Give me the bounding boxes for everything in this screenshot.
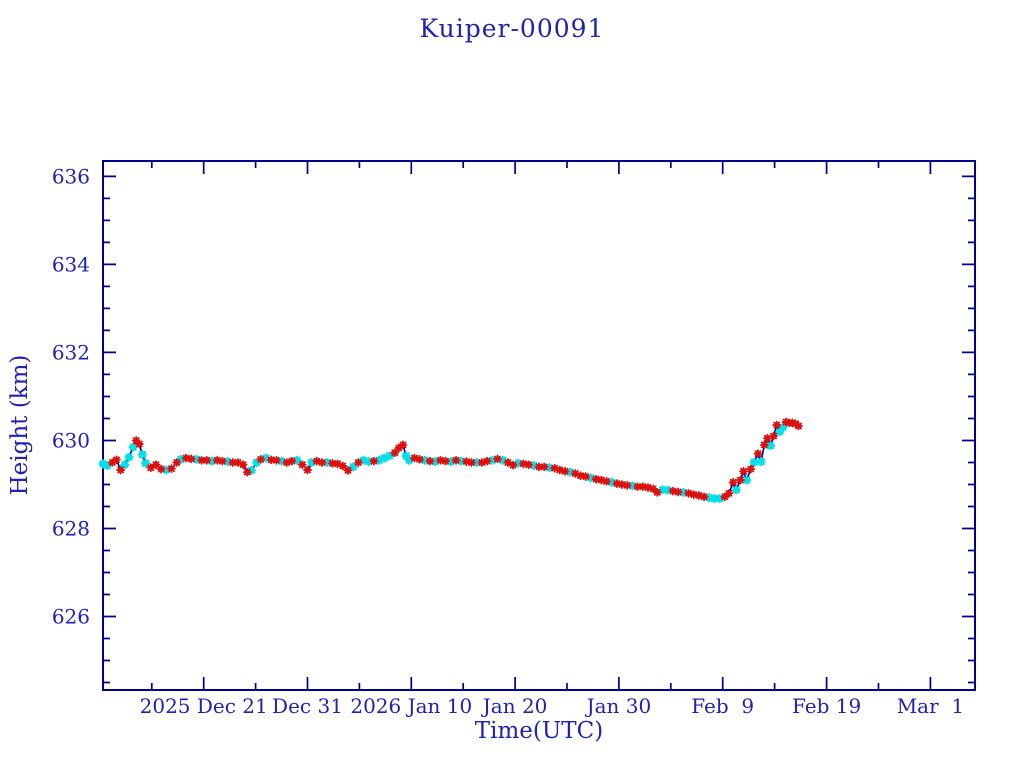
data-markers-cyan xyxy=(98,422,788,504)
x-tick-label: Feb 19 xyxy=(792,694,861,718)
y-tick-label: 636 xyxy=(52,164,90,188)
data-markers-red xyxy=(107,417,803,502)
x-tick-label: Feb 9 xyxy=(691,694,754,718)
x-tick-label: 2025 Dec 21 xyxy=(140,694,268,718)
x-tick-label: Mar 1 xyxy=(897,694,964,718)
chart-title: Kuiper-00091 xyxy=(419,14,605,43)
x-tick-label: Jan 20 xyxy=(481,694,548,718)
y-tick-label: 632 xyxy=(52,340,90,364)
y-tick-label: 626 xyxy=(52,605,90,629)
axis-ticks xyxy=(103,161,975,690)
y-tick-label: 630 xyxy=(52,429,90,453)
x-tick-label: 2026 Jan 10 xyxy=(350,694,472,718)
x-tick-label: Dec 31 xyxy=(272,694,343,718)
y-axis-label: Height (km) xyxy=(7,354,33,496)
plot-border xyxy=(102,160,976,691)
x-tick-label: Jan 30 xyxy=(585,694,652,718)
y-tick-label: 628 xyxy=(52,517,90,541)
x-axis-label: Time(UTC) xyxy=(474,718,604,744)
y-tick-label: 634 xyxy=(52,252,90,276)
